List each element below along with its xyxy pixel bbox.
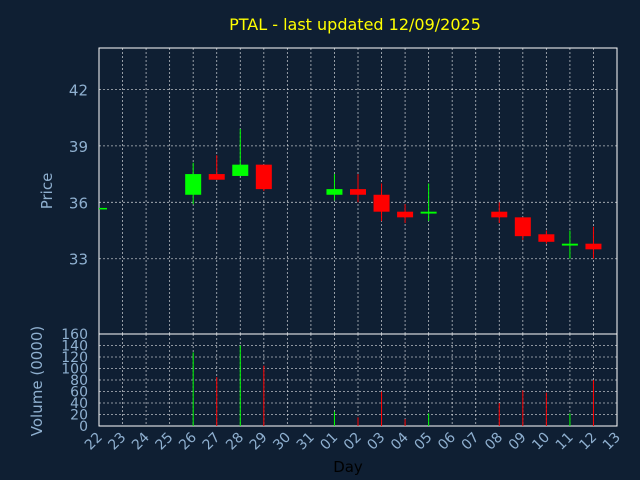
volume-y-tick-label: 160 [61,327,88,343]
candle-body [255,164,272,190]
chart-title: PTAL - last updated 12/09/2025 [229,15,481,34]
candle-body [420,211,437,214]
price-candles [99,128,602,259]
volume-y-tick-label: 120 [61,350,88,366]
volume-y-tick-label: 40 [70,396,88,412]
price-y-ticks: 33 36 39 42 [69,81,88,268]
price-y-tick-label: 33 [69,251,88,269]
volume-bars [192,345,594,426]
candle-body [538,234,555,242]
volume-y-tick-label: 140 [61,339,88,355]
candle-body [373,194,390,212]
volume-y-tick-label: 80 [70,373,88,389]
candle-body [350,189,366,195]
volume-axis-label: Volume (0000) [28,326,46,436]
x-tick-labels: 22 23 24 25 26 27 28 29 30 31 01 02 03 04 05 06 07 08 09 10… [82,429,624,453]
candle-body [99,207,107,210]
price-y-tick-label: 42 [69,81,88,99]
volume-y-tick-label: 20 [70,408,88,424]
candle-body [561,243,578,246]
volume-y-tick-label: 100 [61,362,88,378]
x-axis-label: Day [333,458,363,476]
candle-body [326,189,343,195]
candle-body [232,164,249,176]
candle-body [208,174,225,180]
price-y-tick-label: 39 [69,138,88,156]
price-y-tick-label: 36 [69,194,88,212]
candle-body [397,211,414,218]
candle-body [185,174,202,195]
volume-y-tick-label: 0 [79,419,88,435]
candle-body [491,211,508,218]
candle-body [514,217,531,237]
price-axis-label: Price [38,173,56,210]
volume-y-tick-label: 60 [70,385,88,401]
candle-body [585,243,602,250]
